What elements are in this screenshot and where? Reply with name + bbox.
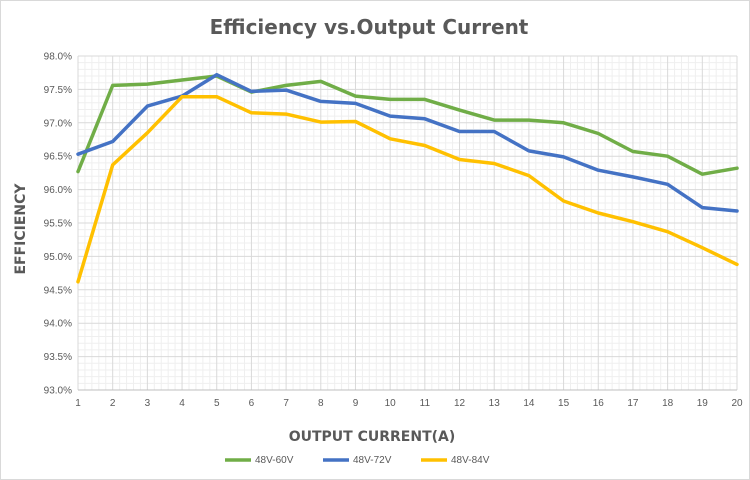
x-tick-label: 6 xyxy=(249,398,255,409)
legend-label-3: 48V-84V xyxy=(451,455,490,466)
x-tick-label: 10 xyxy=(385,398,397,409)
series-line-1 xyxy=(76,74,739,176)
y-tick-label: 93.0% xyxy=(44,386,72,397)
series-line-3 xyxy=(76,94,739,284)
series-lines xyxy=(76,72,739,284)
x-tick-label: 17 xyxy=(627,398,639,409)
x-axis-title: OUTPUT CURRENT(A) xyxy=(289,429,456,445)
x-tick-label: 3 xyxy=(145,398,151,409)
y-tick-label: 95.0% xyxy=(44,252,72,263)
x-tick-label: 18 xyxy=(662,398,674,409)
y-tick-label: 94.0% xyxy=(44,319,72,330)
y-tick-label: 96.0% xyxy=(44,185,72,196)
y-tick-label: 96.5% xyxy=(44,152,72,163)
legend-label-1: 48V-60V xyxy=(255,455,294,466)
x-tick-label: 19 xyxy=(697,398,709,409)
y-tick-label: 97.5% xyxy=(44,85,72,96)
x-tick-label: 13 xyxy=(489,398,501,409)
x-tick-label: 1 xyxy=(75,398,81,409)
y-tick-label: 97.0% xyxy=(44,118,72,129)
x-tick-label: 4 xyxy=(179,398,185,409)
x-tick-label: 16 xyxy=(593,398,605,409)
y-tick-label: 98.0% xyxy=(44,52,72,63)
x-tick-label: 15 xyxy=(558,398,570,409)
y-axis-title: EFFICIENCY xyxy=(13,183,29,275)
y-tick-label: 95.5% xyxy=(44,219,72,230)
x-tick-label: 9 xyxy=(353,398,359,409)
x-tick-label: 20 xyxy=(731,398,743,409)
x-tick-label: 5 xyxy=(214,398,220,409)
y-tick-label: 93.5% xyxy=(44,352,72,363)
y-axis-tick-labels: 93.0% 93.5% 94.0% 94.5% 95.0% 95.5% 96.0% 96.5%… xyxy=(44,52,72,397)
legend-label-2: 48V-72V xyxy=(353,455,392,466)
chart-title: Efficiency vs.Output Current xyxy=(210,15,529,39)
x-tick-label: 11 xyxy=(420,398,431,409)
legend: 48V-60V 48V-72V 48V-84V xyxy=(225,455,490,466)
x-tick-label: 12 xyxy=(454,398,466,409)
series-line-2 xyxy=(76,72,739,213)
x-axis-tick-labels: 1 2 3 4 5 6 7 8 9 10 11 12 13 14 15 16 17 18 19 20 xyxy=(75,398,743,409)
x-tick-label: 14 xyxy=(523,398,535,409)
x-tick-label: 2 xyxy=(110,398,116,409)
x-tick-label: 8 xyxy=(318,398,324,409)
y-tick-label: 94.5% xyxy=(44,285,72,296)
x-tick-label: 7 xyxy=(283,398,289,409)
